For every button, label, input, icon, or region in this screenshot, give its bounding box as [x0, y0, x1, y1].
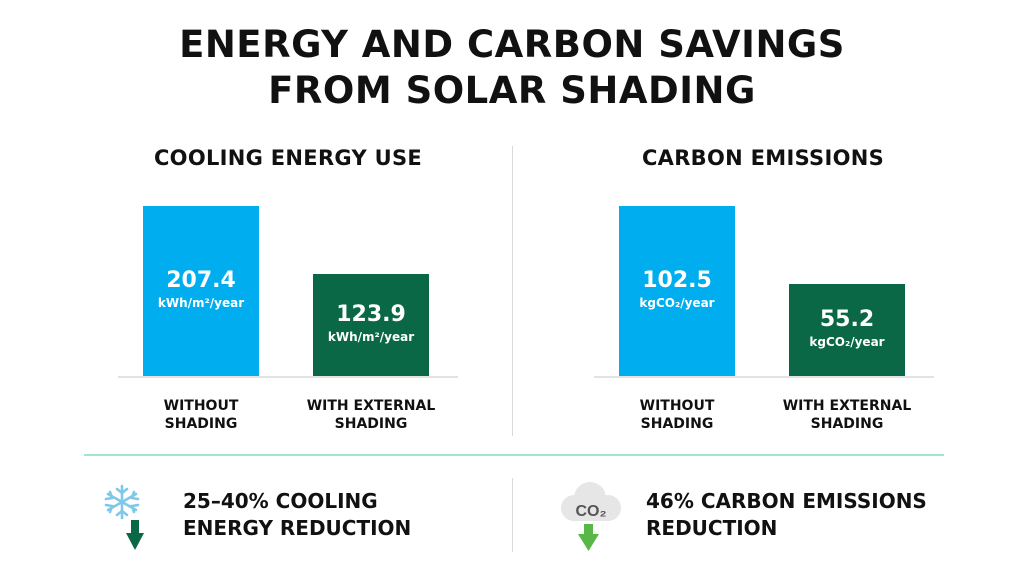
chart-baseline: [594, 376, 934, 378]
bar-value-label: 123.9: [336, 302, 406, 327]
horizontal-divider: [84, 454, 944, 456]
category-label: WITH EXTERNAL SHADING: [759, 397, 935, 433]
category-label-line: SHADING: [334, 416, 408, 432]
category-label: WITHOUT SHADING: [589, 397, 765, 433]
carbon-reduction-line-2: REDUCTION: [646, 516, 778, 540]
bar-unit-label: kWh/m²/year: [157, 296, 245, 310]
cooling-chart-title: COOLING ENERGY USE: [153, 146, 423, 170]
carbon-reduction-text: 46% CARBON EMISSIONS REDUCTION: [646, 488, 927, 542]
bar-without-shading: 102.5 kgCO₂/year: [619, 206, 735, 376]
carbon-reduction-line-1: 46% CARBON EMISSIONS: [646, 489, 927, 513]
bar-without-shading: 207.4 kWh/m²/year: [143, 206, 259, 376]
summary-divider: [512, 478, 513, 552]
category-label: WITH EXTERNAL SHADING: [283, 397, 459, 433]
page-title: ENERGY AND CARBON SAVINGS FROM SOLAR SHA…: [0, 22, 1024, 114]
cooling-energy-chart: 207.4 kWh/m²/year WITHOUT SHADING 123.9 kWh/m…: [118, 196, 458, 436]
title-line-2: FROM SOLAR SHADING: [268, 69, 756, 112]
co2-label: CO₂: [575, 503, 606, 520]
bar-unit-label: kWh/m²/year: [327, 330, 415, 344]
category-label-line: WITHOUT: [163, 398, 239, 414]
bar-with-external-shading: 123.9 kWh/m²/year: [313, 274, 429, 376]
bar-value-label: 102.5: [642, 268, 712, 293]
category-label-line: WITHOUT: [639, 398, 715, 414]
bar-value-label: 207.4: [166, 268, 236, 293]
cooling-reduction-line-1: 25–40% COOLING: [183, 489, 378, 513]
snowflake-down-arrow-icon: [104, 484, 144, 550]
bar-unit-label: kgCO₂/year: [639, 296, 715, 310]
bar-value-label: 55.2: [819, 307, 875, 332]
carbon-emissions-chart: 102.5 kgCO₂/year WITHOUT SHADING 55.2 kgCO₂/y…: [594, 196, 934, 436]
cooling-reduction-text: 25–40% COOLING ENERGY REDUCTION: [183, 488, 411, 542]
vertical-divider: [512, 146, 513, 436]
bar-unit-label: kgCO₂/year: [809, 335, 885, 349]
category-label-line: WITH EXTERNAL: [306, 398, 436, 414]
category-label-line: SHADING: [810, 416, 884, 432]
cooling-reduction-line-2: ENERGY REDUCTION: [183, 516, 412, 540]
bar-with-external-shading: 55.2 kgCO₂/year: [789, 284, 905, 376]
co2-cloud-down-arrow-icon: CO₂: [561, 482, 621, 551]
category-label-line: WITH EXTERNAL: [782, 398, 912, 414]
category-label-line: SHADING: [640, 416, 714, 432]
chart-baseline: [118, 376, 458, 378]
carbon-chart-title: CARBON EMISSIONS: [641, 146, 885, 170]
title-line-1: ENERGY AND CARBON SAVINGS: [179, 23, 845, 66]
category-label: WITHOUT SHADING: [113, 397, 289, 433]
category-label-line: SHADING: [164, 416, 238, 432]
